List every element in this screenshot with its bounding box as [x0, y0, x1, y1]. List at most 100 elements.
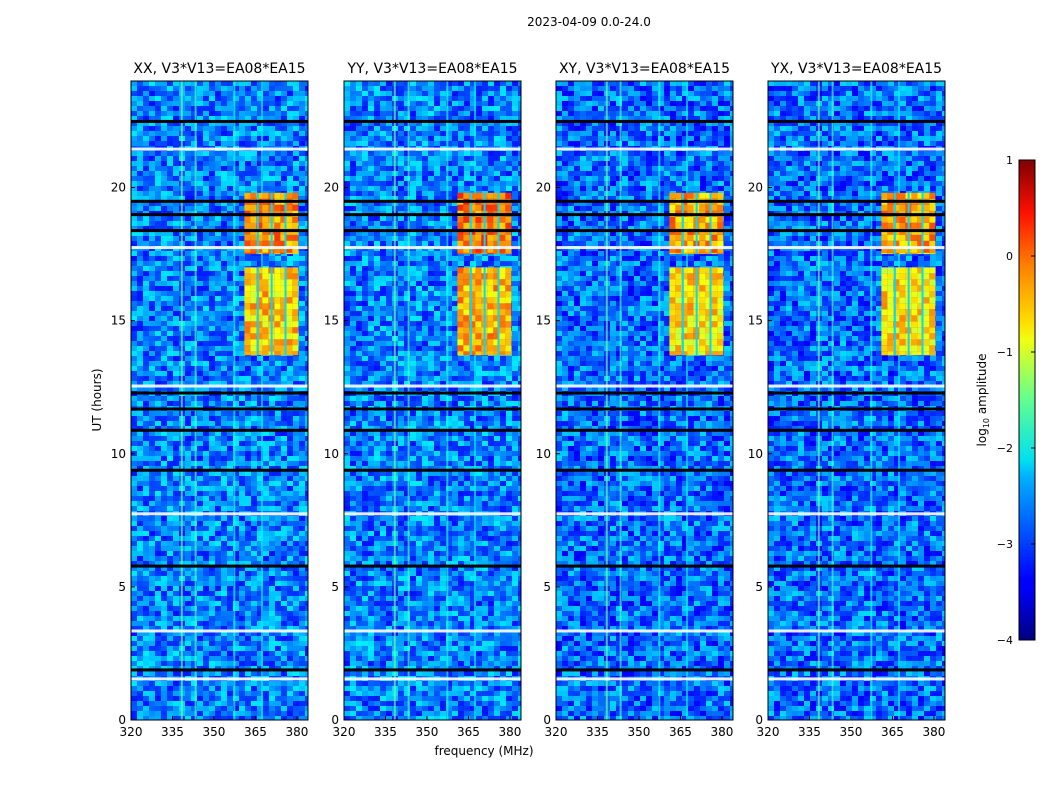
heatmap-cell: [464, 96, 470, 101]
heatmap-cell: [293, 556, 299, 561]
heatmap-cell: [305, 396, 308, 401]
heatmap-cell: [446, 141, 452, 146]
heatmap-cell: [149, 196, 155, 201]
rfi-cell: [292, 234, 299, 241]
heatmap-cell: [518, 161, 521, 166]
heatmap-cell: [281, 131, 287, 136]
heatmap-cell: [263, 586, 269, 591]
heatmap-cell: [173, 526, 179, 531]
heatmap-cell: [137, 561, 143, 566]
heatmap-cell: [410, 221, 416, 226]
heatmap-cell: [251, 426, 257, 431]
heatmap-cell: [305, 516, 308, 521]
heatmap-cell: [257, 536, 263, 541]
heatmap-cell: [209, 196, 215, 201]
heatmap-cell: [299, 471, 305, 476]
heatmap-cell: [404, 201, 410, 206]
heatmap-cell: [287, 436, 293, 441]
heatmap-cell: [161, 256, 167, 261]
heatmap-cell: [167, 341, 173, 346]
heatmap-cell: [275, 166, 281, 171]
heatmap-cell: [512, 131, 518, 136]
heatmap-cell: [263, 376, 269, 381]
heatmap-cell: [203, 286, 209, 291]
heatmap-cell: [293, 476, 299, 481]
heatmap-cell: [410, 176, 416, 181]
heatmap-cell: [257, 471, 263, 476]
heatmap-cell: [464, 131, 470, 136]
heatmap-cell: [137, 536, 143, 541]
heatmap-cell: [209, 526, 215, 531]
heatmap-cell: [299, 136, 305, 141]
heatmap-cell: [233, 416, 239, 421]
heatmap-cell: [404, 111, 410, 116]
heatmap-cell: [299, 381, 305, 386]
heatmap-cell: [191, 151, 197, 156]
heatmap-cell: [155, 286, 161, 291]
heatmap-cell: [305, 506, 308, 511]
heatmap-cell: [404, 221, 410, 226]
heatmap-cell: [275, 366, 281, 371]
heatmap-cell: [197, 266, 203, 271]
heatmap-cell: [494, 106, 500, 111]
rfi-cell: [286, 240, 293, 247]
heatmap-cell: [173, 281, 179, 286]
heatmap-cell: [512, 91, 518, 96]
heatmap-cell: [518, 151, 521, 156]
heatmap-cell: [452, 156, 458, 161]
heatmap-cell: [185, 641, 191, 646]
heatmap-cell: [167, 111, 173, 116]
heatmap-cell: [293, 481, 299, 486]
heatmap-cell: [221, 176, 227, 181]
heatmap-cell: [251, 156, 257, 161]
heatmap-cell: [185, 226, 191, 231]
heatmap-cell: [239, 271, 245, 276]
heatmap-cell: [374, 116, 380, 121]
heatmap-cell: [137, 611, 143, 616]
heatmap-cell: [191, 696, 197, 701]
heatmap-cell: [374, 216, 380, 221]
heatmap-cell: [233, 426, 239, 431]
heatmap-cell: [245, 166, 251, 171]
heatmap-cell: [215, 481, 221, 486]
heatmap-cell: [368, 166, 374, 171]
heatmap-cell: [203, 531, 209, 536]
heatmap-cell: [257, 626, 263, 631]
heatmap-cell: [440, 81, 446, 86]
heatmap-cell: [197, 431, 203, 436]
heatmap-cell: [263, 111, 269, 116]
heatmap-cell: [257, 431, 263, 436]
heatmap-cell: [215, 576, 221, 581]
heatmap-cell: [239, 166, 245, 171]
heatmap-cell: [380, 116, 386, 121]
heatmap-cell: [137, 506, 143, 511]
heatmap-cell: [197, 256, 203, 261]
heatmap-cell: [299, 141, 305, 146]
heatmap-cell: [227, 286, 233, 291]
heatmap-cell: [233, 221, 239, 226]
rfi-cell: [262, 303, 269, 310]
heatmap-cell: [149, 111, 155, 116]
heatmap-cell: [143, 196, 149, 201]
heatmap-cell: [398, 131, 404, 136]
heatmap-cell: [281, 376, 287, 381]
heatmap-cell: [299, 586, 305, 591]
heatmap-cell: [149, 236, 155, 241]
heatmap-cell: [167, 626, 173, 631]
heatmap-cell: [149, 616, 155, 621]
heatmap-cell: [197, 131, 203, 136]
heatmap-cell: [275, 396, 281, 401]
heatmap-cell: [293, 81, 299, 86]
heatmap-cell: [167, 571, 173, 576]
heatmap-cell: [440, 196, 446, 201]
heatmap-cell: [221, 686, 227, 691]
heatmap-cell: [422, 216, 428, 221]
heatmap-cell: [167, 596, 173, 601]
heatmap-cell: [221, 256, 227, 261]
heatmap-cell: [227, 621, 233, 626]
heatmap-cell: [281, 521, 287, 526]
heatmap-cell: [221, 136, 227, 141]
heatmap-cell: [245, 261, 251, 266]
heatmap-cell: [263, 456, 269, 461]
heatmap-cell: [269, 571, 275, 576]
